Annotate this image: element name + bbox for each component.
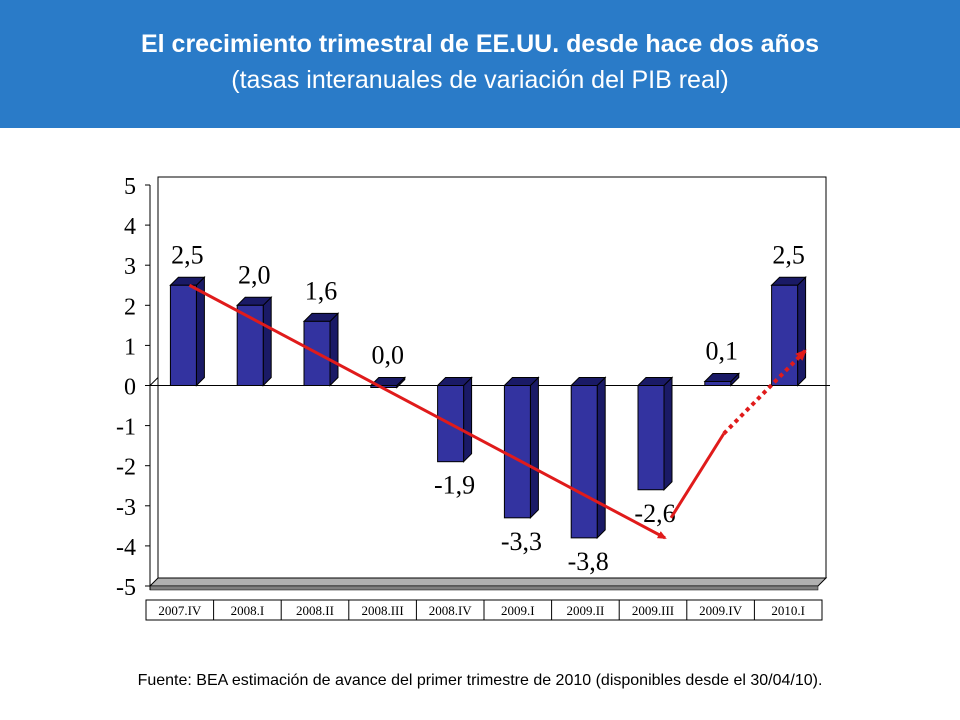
bar-side: [463, 376, 473, 463]
data-label: -3,3: [501, 527, 542, 556]
x-tick-label: 2010.I: [771, 603, 805, 618]
y-tick-label: 2: [124, 294, 136, 320]
y-tick-label: -1: [116, 415, 136, 441]
y-tick-label: -2: [116, 455, 136, 481]
bar-2007.IV: [169, 276, 206, 387]
x-tick-label: 2008.II: [296, 603, 334, 618]
x-tick-label: 2009.IV: [699, 603, 743, 618]
y-tick-label: 3: [124, 254, 136, 280]
bar-2009.III: [636, 376, 674, 491]
bar-side: [262, 296, 272, 387]
bar-side: [329, 312, 339, 387]
source-note: Fuente: BEA estimación de avance del pri…: [137, 672, 823, 689]
page-subtitle: (tasas interanuales de variación del PIB…: [231, 66, 729, 94]
bar-front: [637, 385, 665, 491]
data-label: -1,9: [434, 471, 475, 500]
x-tick-label: 2009.III: [632, 603, 674, 618]
bar-2010.I: [770, 276, 807, 387]
x-tick-label: 2009.I: [501, 603, 535, 618]
y-tick-label: 1: [124, 334, 136, 360]
bar-front: [570, 385, 598, 539]
trend-arrowhead: [795, 349, 807, 361]
x-tick-label: 2008.IV: [429, 603, 473, 618]
bar-front: [771, 284, 799, 386]
data-label: 1,6: [305, 276, 338, 305]
header-banner: El crecimiento trimestral de EE.UU. desd…: [0, 0, 960, 128]
bar-side: [529, 376, 539, 520]
zero-line-depth: [149, 377, 159, 386]
bar-2008.IV: [436, 376, 473, 463]
page-title: El crecimiento trimestral de EE.UU. desd…: [140, 30, 819, 58]
bar-2008.I: [235, 296, 273, 387]
data-label: -2,6: [634, 499, 675, 528]
chart-floor: [148, 577, 828, 587]
bar-side: [596, 376, 606, 540]
data-label: -3,8: [568, 547, 609, 576]
x-tick-label: 2009.II: [566, 603, 604, 618]
y-tick-label: -4: [116, 535, 136, 561]
y-tick-label: -3: [116, 495, 136, 521]
bar-2009.I: [503, 376, 540, 520]
chart-floor-edge: [149, 585, 819, 591]
data-label: 0,1: [706, 336, 739, 365]
data-label: 2,0: [238, 260, 271, 289]
trend-arrow: [669, 432, 726, 519]
bar-side: [663, 376, 673, 491]
trend-arrow: [188, 283, 667, 540]
data-label: 2,5: [772, 240, 805, 269]
bar-2009.IV: [703, 372, 741, 387]
bar-front: [169, 284, 197, 386]
data-label: 0,0: [372, 341, 405, 370]
data-label: 2,5: [171, 240, 204, 269]
bar-front: [704, 380, 732, 387]
y-tick-label: 5: [124, 174, 136, 200]
x-tick-label: 2007.IV: [158, 603, 202, 618]
bar-2009.II: [569, 376, 607, 540]
x-tick-label: 2008.I: [231, 603, 265, 618]
bar-side: [797, 276, 807, 387]
y-tick-label: 0: [124, 375, 136, 401]
trend-arrow-dotted: [722, 348, 809, 436]
bar-chart: 2,5 2,0 1,6 0,0 -1,9 -3,3 -3,8 -2,6 0,1 2,5 2007.…: [116, 174, 830, 621]
y-tick-label: -5: [116, 575, 136, 601]
bar-front: [503, 385, 531, 519]
x-tick-label: 2008.III: [361, 603, 403, 618]
y-tick-label: 4: [124, 214, 136, 240]
